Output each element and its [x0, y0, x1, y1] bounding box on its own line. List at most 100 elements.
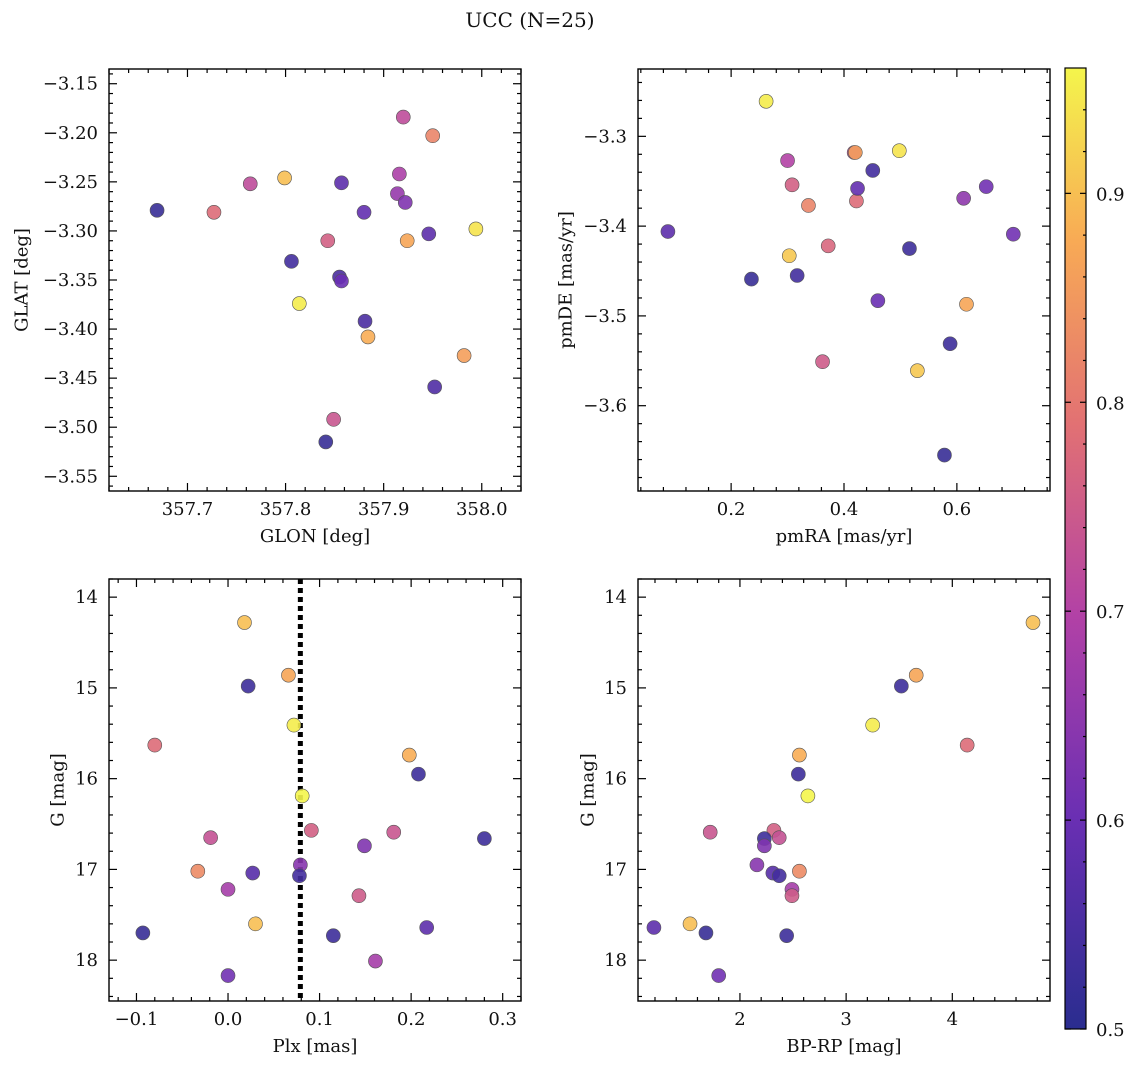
scatter-point	[902, 241, 917, 256]
x-tick-label: −0.1	[115, 1009, 159, 1030]
y-tick-label: 18	[604, 950, 627, 971]
scatter-point	[284, 254, 299, 269]
scatter-point	[326, 412, 341, 427]
x-tick-label: 0.4	[830, 499, 859, 520]
x-tick-label: 357.8	[260, 499, 312, 520]
x-tick-label: 3	[840, 1009, 851, 1030]
scatter-point	[698, 925, 714, 941]
scatter-point	[281, 667, 296, 683]
scatter-panel-2: 0.2 0.4 0.6 −3.3 −3.4 −3.5 −3.6 pmRA [mas/yr] pm…	[556, 68, 1051, 547]
y-tick-label: −3.55	[43, 466, 98, 487]
x-tick-label: 0.2	[397, 1009, 426, 1030]
scatter-point	[135, 925, 151, 941]
y-tick-label: 15	[75, 678, 98, 699]
scatter-panel-3: −0.1 0.0 0.1 0.2 0.3 14 15 16 17 18 Plx [mas] G [ma…	[48, 578, 522, 1057]
scatter-point	[702, 824, 718, 840]
scatter-point	[292, 296, 307, 311]
y-tick-label: −3.3	[583, 126, 627, 147]
scatter-point	[421, 226, 437, 242]
y-tick-label: 17	[75, 859, 98, 880]
scatter-point	[240, 678, 256, 694]
scatter-point	[468, 221, 484, 237]
scatter-point	[427, 379, 442, 395]
scatter-point	[399, 233, 415, 249]
x-axis-label: BP-RP [mag]	[786, 1036, 901, 1057]
scatter-point	[942, 336, 958, 352]
y-tick-label: 14	[604, 587, 627, 608]
y-axis-label: GLAT [deg]	[12, 228, 33, 332]
scatter-point	[758, 94, 774, 109]
scatter-point	[397, 195, 413, 210]
scatter-point	[792, 863, 807, 879]
scatter-point	[660, 224, 676, 239]
scatter-panel-1: 357.7 357.8 357.9 358.0 −3.15 −3.20 −3.25 −3.30…	[12, 68, 522, 547]
scatter-point	[908, 667, 924, 683]
scatter-point	[849, 193, 864, 209]
scatter-point	[800, 788, 816, 804]
scatter-point	[959, 296, 974, 312]
scatter-point	[149, 203, 165, 218]
colorbar-tick-label: 0.8	[1096, 393, 1125, 414]
x-axis-label: Plx [mas]	[273, 1036, 358, 1057]
scatter-point	[477, 831, 492, 846]
y-tick-label: −3.45	[43, 368, 98, 389]
scatter-point	[292, 868, 307, 884]
x-tick-label: 2	[734, 1009, 745, 1030]
y-tick-label: 18	[75, 950, 98, 971]
y-tick-label: −3.4	[583, 216, 627, 237]
scatter-point	[402, 747, 417, 763]
scatter-point	[237, 615, 252, 630]
scatter-point	[357, 838, 372, 854]
scatter-point	[847, 145, 863, 160]
axes-frame	[637, 578, 1051, 1002]
scatter-point	[147, 737, 163, 753]
colorbar-tick-label: 0.7	[1096, 602, 1125, 623]
scatter-point	[781, 248, 797, 264]
scatter-point	[456, 348, 472, 363]
axes-frame	[108, 68, 522, 492]
y-tick-label: −3.50	[43, 417, 98, 438]
colorbar-tick-label: 0.9	[1096, 184, 1125, 205]
colorbar-tick-label: 0.5	[1096, 1020, 1125, 1041]
scatter-point	[820, 238, 836, 254]
scatter-point	[789, 268, 805, 283]
scatter-point	[190, 863, 206, 879]
x-tick-label: 4	[947, 1009, 958, 1030]
y-tick-label: −3.15	[43, 74, 98, 95]
scatter-point	[220, 968, 236, 983]
scatter-point	[959, 737, 975, 753]
scatter-point	[1025, 615, 1041, 630]
scatter-point	[277, 170, 292, 186]
scatter-point	[248, 916, 263, 932]
x-axis-label: GLON [deg]	[260, 526, 370, 547]
scatter-point	[357, 313, 373, 329]
x-tick-label: 0.6	[943, 499, 972, 520]
y-tick-label: −3.5	[583, 306, 627, 327]
y-tick-label: −3.6	[583, 396, 627, 417]
y-tick-label: 15	[604, 678, 627, 699]
y-tick-label: 14	[75, 587, 98, 608]
x-tick-label: 357.7	[162, 499, 214, 520]
scatter-point	[242, 176, 258, 192]
scatter-point	[419, 920, 434, 935]
y-tick-label: −3.30	[43, 221, 98, 242]
scatter-point	[220, 882, 236, 897]
y-tick-label: −3.40	[43, 319, 98, 340]
scatter-point	[206, 204, 222, 220]
scatter-point	[771, 868, 787, 884]
scatter-point	[351, 888, 367, 904]
y-tick-label: −3.25	[43, 172, 98, 193]
scatter-point	[791, 766, 806, 782]
scatter-point	[386, 824, 402, 840]
scatter-point	[749, 857, 765, 873]
scatter-point	[318, 434, 334, 450]
scatter-point	[294, 788, 310, 804]
scatter-point	[392, 166, 407, 182]
scatter-point	[865, 163, 881, 178]
scatter-point	[646, 920, 662, 935]
scatter-point	[870, 293, 886, 308]
scatter-point	[360, 329, 376, 345]
scatter-point	[320, 233, 336, 249]
x-tick-label: 357.9	[358, 499, 410, 520]
